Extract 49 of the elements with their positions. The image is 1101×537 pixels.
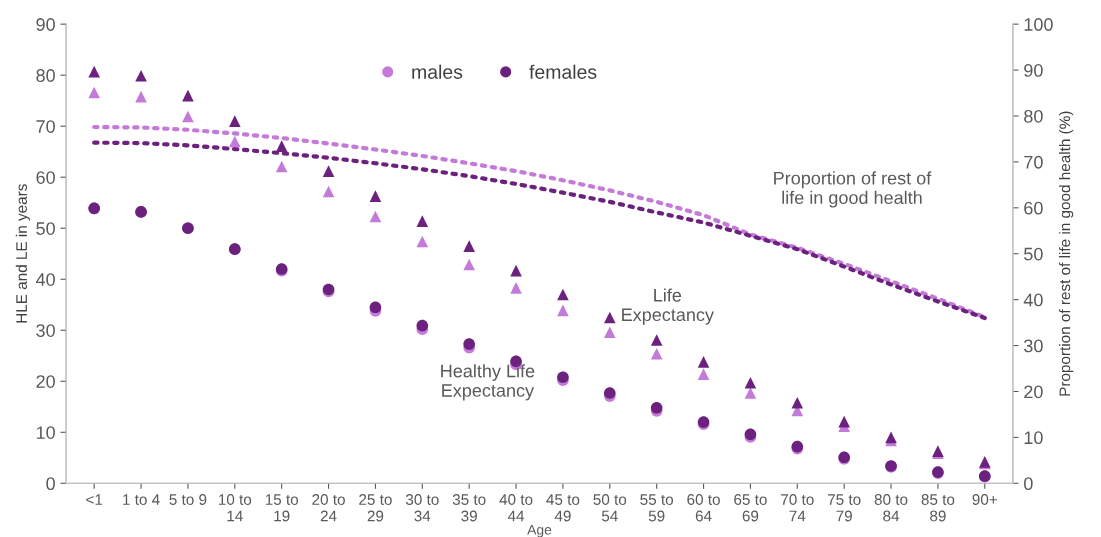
x-tick-label: 85 to 89	[921, 494, 955, 522]
x-tick-label: 5 to 9	[169, 494, 207, 505]
x-tick-label: 40 to 44	[499, 494, 533, 522]
x-tick-label: 25 to 29	[359, 494, 392, 522]
y2-tick-label: 50	[1024, 247, 1043, 261]
y-tick-label: 60	[36, 171, 55, 184]
y2-tick-label: 40	[1023, 293, 1043, 307]
y2-tick-label: 60	[1024, 201, 1043, 215]
y-tick-label: 80	[36, 69, 55, 82]
y2-tick-label: 20	[1024, 385, 1043, 399]
y-tick-label: 40	[35, 273, 55, 286]
y2-axis-title: Proportion of rest of life in good health (%)	[1059, 111, 1074, 396]
y2-tick-label: 10	[1024, 431, 1043, 445]
annotation: Proportion of rest of life in good health	[774, 171, 932, 208]
y2-tick-label: 30	[1024, 339, 1043, 353]
x-tick-label: 10 to 14	[218, 494, 252, 522]
y-axis-title: HLE and LE in years	[15, 184, 31, 323]
y2-tick-label: 80	[1024, 109, 1043, 123]
x-tick-label: 90+	[972, 494, 997, 505]
y-tick-label: 0	[46, 477, 55, 491]
y2-tick-label: 90	[1024, 64, 1043, 77]
x-tick-label: 1 to 4	[123, 494, 160, 505]
y-tick-label: 10	[36, 426, 55, 440]
x-axis-title: Age	[527, 524, 552, 537]
y2-tick-label: 0	[1024, 477, 1033, 491]
x-tick-label: 80 to 84	[874, 494, 908, 522]
x-tick-label: 65 to 69	[734, 494, 767, 522]
x-tick-label: 30 to 34	[405, 494, 439, 522]
y-tick-label: 50	[36, 222, 55, 235]
x-tick-label: 55 to 59	[640, 494, 674, 522]
annotation: Healthy Life Expectancy	[441, 364, 535, 401]
x-tick-label: 60 to 64	[687, 494, 720, 522]
y2-tick-label: 100	[1024, 18, 1053, 31]
x-tick-label: 70 to 74	[781, 494, 814, 522]
x-tick-label: 45 to 49	[546, 494, 580, 522]
y-tick-label: 90	[36, 18, 55, 31]
y2-tick-label: 70	[1024, 155, 1043, 169]
x-tick-label: 75 to 79	[827, 494, 861, 522]
x-tick-label: 50 to 54	[593, 494, 627, 522]
legend-label: females	[529, 64, 597, 79]
x-tick-label: 15 to 19	[265, 494, 299, 522]
annotation: Life Expectancy	[622, 288, 714, 325]
y-tick-label: 20	[36, 375, 55, 388]
y-tick-label: 70	[36, 120, 55, 133]
x-tick-label: 20 to 24	[312, 494, 345, 522]
x-tick-label: <1	[86, 494, 103, 505]
x-tick-label: 35 to 39	[452, 494, 486, 522]
y-tick-label: 30	[36, 324, 55, 337]
legend-label: males	[412, 64, 463, 79]
